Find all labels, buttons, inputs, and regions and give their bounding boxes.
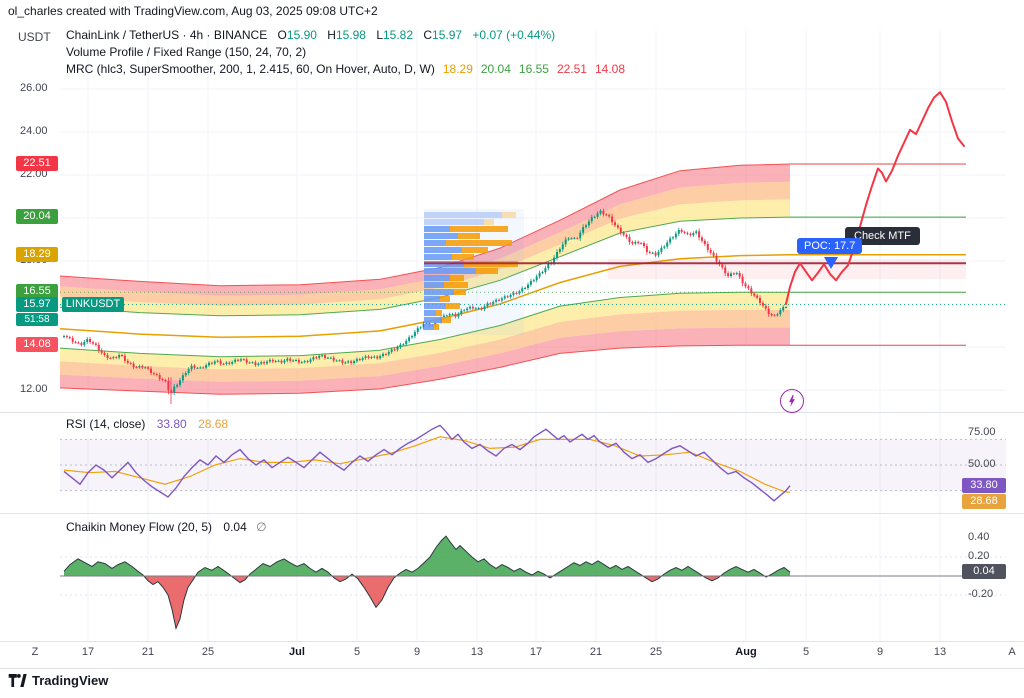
- price-badge: 16.55: [16, 284, 58, 300]
- cmf-value: 0.04: [223, 520, 247, 534]
- cmf-legend-row[interactable]: Chaikin Money Flow (20, 5) 0.04 ∅: [66, 520, 267, 534]
- price-badge: 14.08: [16, 337, 58, 353]
- volume-profile: [424, 209, 966, 335]
- rsi-value: 33.80: [156, 417, 187, 431]
- rsi-scale-label: 50.00: [968, 458, 996, 470]
- rsi-legend-row[interactable]: RSI (14, close) 33.80 28.68: [66, 417, 228, 431]
- x-axis-label: Aug: [735, 646, 757, 658]
- lightning-button[interactable]: [780, 389, 804, 413]
- x-axis-label: 13: [933, 646, 947, 658]
- x-axis-label: 5: [802, 646, 810, 658]
- mrc-legend-row[interactable]: MRC (hlc3, SuperSmoother, 200, 1, 2.415,…: [66, 61, 625, 78]
- ohlc-open-value: 15.90: [286, 28, 317, 42]
- check-mtf-button[interactable]: Check MTF: [845, 227, 920, 245]
- empty-set-icon: ∅: [256, 520, 267, 534]
- rsi-smooth-value: 28.68: [198, 417, 229, 431]
- cmf-badge: 0.04: [962, 564, 1006, 580]
- x-axis-label: 9: [413, 646, 421, 658]
- price-axis-currency: USDT: [18, 30, 51, 44]
- rsi-badge: 28.68: [962, 493, 1006, 509]
- x-axis-label: 9: [876, 646, 884, 658]
- countdown-badge: 51:58: [16, 312, 58, 326]
- x-axis-label: 25: [201, 646, 215, 658]
- price-badge: 18.29: [16, 246, 58, 262]
- x-axis-label: 25: [649, 646, 663, 658]
- x-axis-label: 21: [589, 646, 603, 658]
- mrc-value: 18.29: [442, 62, 473, 76]
- footer-brand[interactable]: TradingView: [32, 673, 109, 688]
- rsi-scale-label: 75.00: [968, 426, 996, 438]
- mrc-title: MRC (hlc3, SuperSmoother, 200, 1, 2.415,…: [66, 62, 435, 76]
- ohlc-close-key: C: [423, 28, 433, 42]
- volume-profile-title: Volume Profile / Fixed Range (150, 24, 7…: [66, 45, 307, 59]
- ohlc-close-value: 15.97: [432, 28, 463, 42]
- x-axis-label: 17: [81, 646, 95, 658]
- symbol-flag-label: LINKUSDT: [62, 296, 124, 312]
- volume-profile-legend-row[interactable]: Volume Profile / Fixed Range (150, 24, 7…: [66, 44, 625, 61]
- ohlc-low-key: L: [376, 28, 383, 42]
- rsi-title: RSI (14, close): [66, 417, 146, 431]
- ohlc-high-key: H: [327, 28, 336, 42]
- price-badge: 22.51: [16, 156, 58, 172]
- price-scale-label: 26.00: [20, 82, 48, 94]
- x-axis-label: 21: [141, 646, 155, 658]
- mrc-values: 18.29 20.04 16.55 22.51 14.08: [435, 62, 625, 76]
- x-axis-label: 5: [353, 646, 361, 658]
- rsi-plot: [60, 424, 1006, 502]
- attribution-text: ol_charles created with TradingView.com,…: [8, 4, 378, 18]
- ohlc-open-key: O: [277, 28, 287, 42]
- x-axis-label: 17: [529, 646, 543, 658]
- footer: TradingView: [8, 673, 108, 688]
- price-badge: 20.04: [16, 209, 58, 225]
- chart-legend: ChainLink / TetherUS · 4h · BINANCE O15.…: [66, 27, 625, 78]
- panel-separators: [0, 412, 1024, 669]
- mrc-value: 22.51: [556, 62, 587, 76]
- mrc-value: 14.08: [594, 62, 625, 76]
- x-axis-label: 13: [470, 646, 484, 658]
- x-axis-label: A: [1008, 646, 1016, 658]
- ohlc-low-value: 15.82: [383, 28, 414, 42]
- symbol-title: ChainLink / TetherUS · 4h · BINANCE: [66, 28, 268, 42]
- x-axis-label: Jul: [289, 646, 305, 658]
- tradingview-logo-icon[interactable]: [8, 673, 27, 688]
- change-value: +0.07 (+0.44%): [472, 28, 556, 42]
- cmf-scale-label: 0.20: [968, 550, 990, 562]
- forecast-line: [785, 91, 965, 305]
- candlestick-series: [63, 208, 788, 404]
- x-axis-label: Z: [31, 646, 39, 658]
- symbol-legend-row[interactable]: ChainLink / TetherUS · 4h · BINANCE O15.…: [66, 27, 625, 44]
- cmf-scale-label: -0.20: [968, 588, 994, 600]
- cmf-scale-label: 0.40: [968, 531, 990, 543]
- ohlc-high-value: 15.98: [335, 28, 366, 42]
- rsi-badge: 33.80: [962, 477, 1006, 493]
- price-scale-label: 24.00: [20, 125, 48, 137]
- cmf-title: Chaikin Money Flow (20, 5): [66, 520, 213, 534]
- price-badge: 15.97: [16, 296, 58, 312]
- mrc-value: 20.04: [480, 62, 511, 76]
- price-scale-label: 12.00: [20, 383, 48, 395]
- lightning-icon: [789, 395, 795, 407]
- cmf-plot: [60, 535, 1006, 630]
- mrc-value: 16.55: [518, 62, 549, 76]
- poc-label: POC: 17.7: [797, 238, 863, 254]
